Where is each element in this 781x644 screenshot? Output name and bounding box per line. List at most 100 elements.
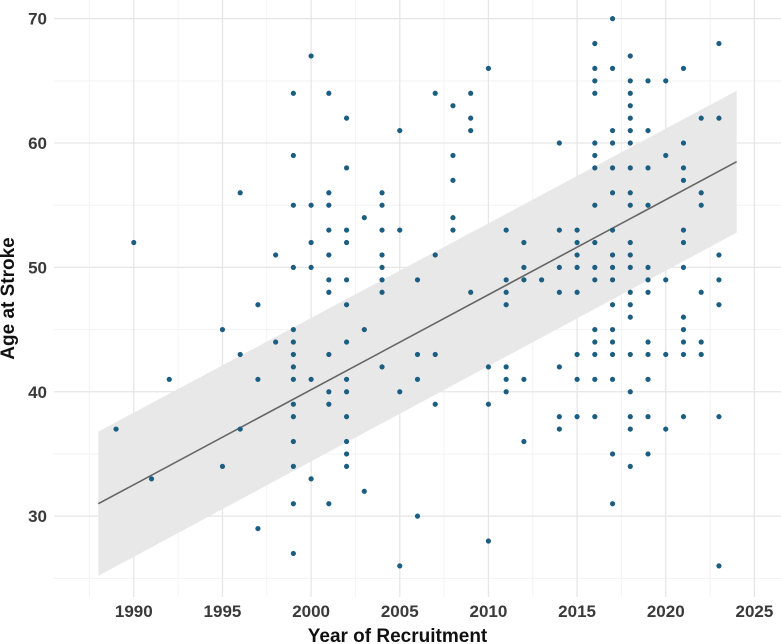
data-point (414, 376, 421, 382)
data-point (485, 538, 492, 544)
data-point (237, 426, 243, 432)
x-tick-label: 2020 (647, 602, 685, 621)
data-point (326, 190, 332, 196)
x-tick-label: 2005 (381, 602, 419, 621)
data-point (663, 152, 669, 159)
data-point (237, 190, 243, 196)
data-point (273, 339, 279, 345)
data-point (627, 90, 633, 96)
data-point (663, 78, 669, 84)
data-point (450, 177, 456, 183)
data-point (645, 202, 651, 208)
data-point (468, 115, 474, 121)
data-point (698, 339, 704, 345)
data-point (592, 140, 598, 146)
data-point (609, 326, 616, 333)
y-tick-label: 70 (28, 10, 47, 29)
data-point (592, 414, 598, 420)
data-point (627, 239, 633, 246)
data-point (521, 239, 527, 246)
data-point (397, 227, 403, 233)
data-point (716, 40, 722, 47)
data-point (379, 190, 385, 196)
data-point (503, 364, 509, 370)
data-point (592, 90, 598, 96)
data-point (698, 115, 704, 121)
data-point (716, 563, 722, 569)
data-point (680, 177, 687, 183)
data-point (556, 289, 562, 295)
data-point (308, 476, 314, 482)
data-point (574, 414, 580, 420)
data-point (397, 389, 403, 395)
data-point (290, 326, 296, 333)
data-point (627, 202, 633, 208)
data-point (680, 140, 687, 146)
data-point (503, 389, 509, 395)
data-point (645, 165, 651, 171)
data-point (556, 426, 562, 432)
data-point (680, 264, 687, 271)
data-point (663, 277, 669, 283)
data-point (680, 351, 687, 358)
data-point (450, 152, 456, 159)
data-point (609, 16, 616, 22)
data-point (609, 376, 616, 382)
data-point (627, 103, 633, 109)
data-point (574, 289, 580, 295)
data-point (556, 227, 562, 233)
data-point (627, 389, 633, 395)
data-point (326, 401, 332, 407)
data-point (539, 277, 545, 283)
data-point (627, 426, 633, 432)
y-tick-label: 40 (28, 383, 47, 402)
data-point (609, 501, 616, 507)
data-point (521, 277, 527, 283)
data-point (379, 277, 385, 283)
data-point (113, 426, 119, 432)
data-point (574, 351, 580, 358)
x-tick-label: 2010 (470, 602, 508, 621)
data-point (326, 289, 332, 295)
data-point (680, 339, 687, 345)
data-point (343, 277, 350, 283)
data-point (343, 115, 350, 121)
data-point (308, 202, 314, 208)
data-point (326, 252, 332, 258)
data-point (698, 289, 704, 295)
data-point (219, 463, 226, 470)
data-point (592, 202, 598, 208)
data-point (680, 227, 687, 233)
data-point (290, 463, 296, 470)
data-point (290, 90, 296, 96)
data-point (645, 339, 651, 345)
data-point (663, 426, 669, 432)
data-point (432, 252, 438, 258)
data-point (574, 227, 580, 233)
data-point (645, 351, 651, 358)
data-point (698, 202, 704, 208)
data-point (414, 277, 421, 283)
data-point (592, 65, 598, 72)
data-point (450, 227, 456, 233)
data-point (290, 264, 296, 271)
data-point (716, 277, 722, 283)
data-point (592, 239, 598, 246)
data-point (326, 389, 332, 395)
data-point (237, 351, 243, 358)
data-point (379, 202, 385, 208)
data-point (343, 438, 350, 445)
data-point (290, 401, 296, 407)
data-point (450, 215, 456, 221)
data-point (219, 326, 226, 333)
data-point (627, 289, 633, 295)
data-point (468, 127, 474, 134)
data-point (255, 525, 261, 532)
data-point (290, 351, 296, 358)
data-point (716, 302, 722, 308)
y-tick-label: 60 (28, 134, 47, 153)
data-point (326, 277, 332, 283)
data-point (645, 264, 651, 271)
data-points (113, 16, 722, 569)
data-point (166, 376, 172, 382)
